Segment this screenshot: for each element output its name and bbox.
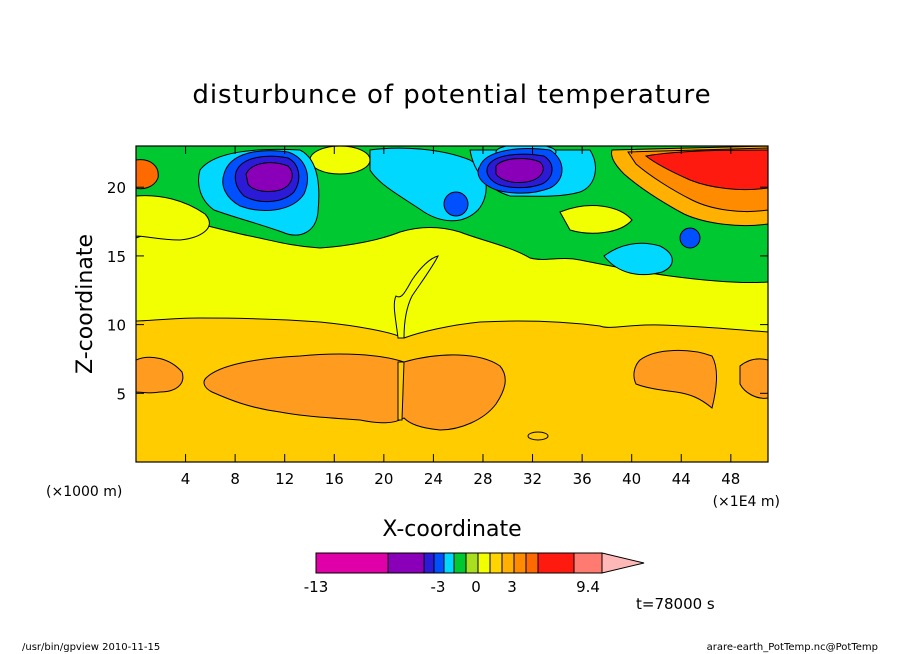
time-annotation: t=78000 s [636,595,715,613]
x-tick-label: 20 [374,470,393,488]
y-axis-unit: (×1000 m) [46,484,122,500]
x-axis: 4 8 12 16 20 24 28 32 36 40 44 48 [181,146,740,488]
plot-area [136,146,768,462]
colorbar-segment [477,552,491,574]
colorbar-tick-label: 3 [507,578,517,596]
x-tick-label: 40 [622,470,641,488]
x-tick-label: 36 [573,470,592,488]
region-lowcell-center [203,353,506,431]
footer-left: /usr/bin/gpview 2010-11-15 [22,642,160,653]
region-red-max-left [136,159,159,190]
footer-right: arare-earth_PotTemp.nc@PotTemp [707,642,878,653]
region-lowcell-far-right [739,358,768,399]
colorbar-segment [465,552,479,574]
colorbar-tick-label: 0 [471,578,481,596]
region-cyan-low-right [603,242,673,276]
x-axis-label: X-coordinate [382,517,521,542]
region-yellow-inlet-mid [559,205,633,234]
y-axis: 5 10 15 20 [107,179,768,403]
region-lowcell-left [136,356,184,394]
region-lowcell-right [633,349,718,409]
region-purple-min-1 [245,162,293,193]
colorbar-tick-label: -13 [304,578,329,596]
x-tick-label: 4 [181,470,191,488]
x-tick-label: 44 [672,470,691,488]
region-yellow-inlet-top [309,146,371,175]
x-tick-label: 24 [424,470,443,488]
x-tick-label: 16 [325,470,344,488]
colorbar-tick-label: -3 [431,578,446,596]
colorbar-segment [525,552,539,574]
colorbar-extend-arrow [601,552,645,574]
colorbar-ticks: -13 -3 0 3 9.4 [304,578,600,596]
y-axis-label: Z-coordinate [73,234,98,374]
plot-frame [135,145,769,463]
region-lowcell-small [527,431,549,441]
region-purple-min-2 [495,158,544,183]
colorbar-segment [453,552,467,574]
colorbar-segment [423,552,435,574]
x-axis-unit: (×1E4 m) [713,494,780,510]
colorbar-segment [573,552,603,574]
colorbar-segment [443,552,455,574]
y-tick-label: 10 [107,317,126,335]
colorbar [315,552,645,574]
y-tick-label: 20 [107,179,126,197]
plume-lower [397,361,405,421]
region-blue-spot-2 [679,227,701,249]
colorbar-segment [537,552,575,574]
y-tick-label: 15 [107,248,126,266]
colorbar-segment [489,552,503,574]
x-tick-label: 28 [473,470,492,488]
x-tick-label: 48 [721,470,740,488]
x-tick-label: 8 [230,470,240,488]
colorbar-tick-label: 9.4 [576,578,600,596]
x-tick-label: 12 [275,470,294,488]
x-tick-label: 32 [523,470,542,488]
region-red-max [644,149,768,191]
colorbar-segment [315,552,389,574]
colorbar-segment [513,552,527,574]
colorbar-segment [387,552,425,574]
colorbar-segment [433,552,445,574]
region-blue-spot-1 [443,191,469,217]
region-yellow-inlet-left [136,195,210,241]
y-tick-label: 5 [116,385,126,403]
plume [393,255,439,339]
chart-title: disturbunce of potential temperature [192,80,711,110]
colorbar-segment [501,552,515,574]
